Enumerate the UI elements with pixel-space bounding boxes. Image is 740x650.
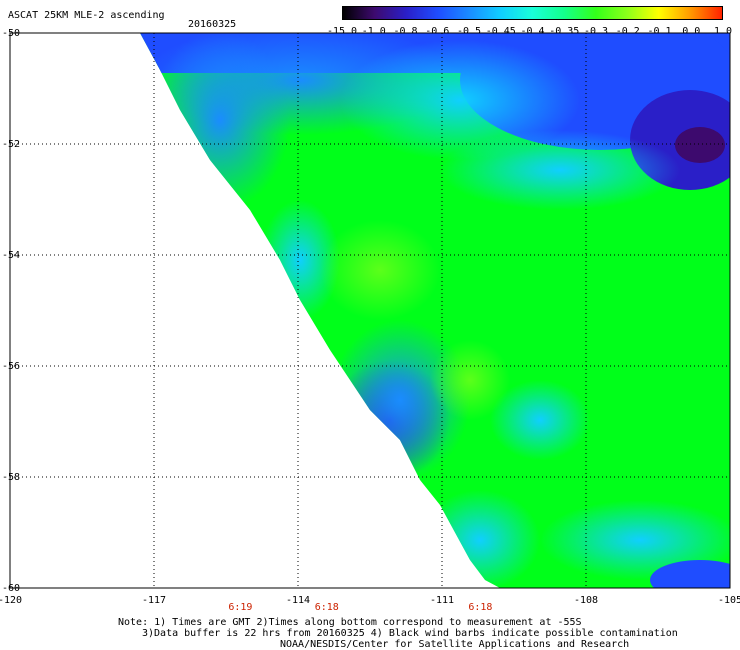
time-label: 6:18 <box>314 602 339 613</box>
colorbar-label: -0.45 <box>485 26 516 37</box>
time-label: 6:19 <box>228 602 253 613</box>
colorbar-label: -15.0 <box>326 26 358 37</box>
colorbar-label: -1.0 <box>361 26 386 37</box>
bright-green-region <box>320 220 440 320</box>
ne-darkest-region <box>675 127 725 163</box>
x-tick-label: -108 <box>573 595 599 606</box>
southeast-blue <box>650 560 730 588</box>
product-title: ASCAT 25KM MLE-2 ascending <box>8 10 165 21</box>
colorbar-label: -0.3 <box>583 26 609 37</box>
west-edge-blue <box>150 33 290 210</box>
credit-line: NOAA/NESDIS/Center for Satellite Applica… <box>280 639 630 650</box>
y-tick-label: -54 <box>2 250 21 261</box>
x-tick-label: -114 <box>285 595 311 606</box>
note-line-1: Note: 1) Times are GMT 2)Times along bot… <box>118 617 582 628</box>
product-date: 20160325 <box>188 19 237 30</box>
south-cyan <box>420 490 540 588</box>
colorbar-label: -0.6 <box>425 26 450 37</box>
southeast-cyan <box>540 500 730 580</box>
mid-cyan-region <box>440 130 680 210</box>
y-tick-label: -58 <box>2 472 21 483</box>
colorbar-label: -0.4 <box>520 26 545 37</box>
note-line-2: 3)Data buffer is 22 hrs from 20160325 4)… <box>142 628 678 639</box>
x-tick-label: -117 <box>141 595 167 606</box>
colorbar-labels: -15.0 -1.0 -0.8 -0.6 -0.5 -0.45 -0.4 -0.35 -0.3-… <box>326 26 733 38</box>
footer-notes: Note: 1) Times are GMT 2)Times along bot… <box>118 617 678 650</box>
colorbar-label: -0.35 <box>549 26 580 37</box>
colorbar <box>342 6 723 20</box>
swath-field <box>140 33 730 588</box>
map-frame <box>9 32 731 589</box>
bright-green-region-2 <box>430 340 510 420</box>
x-tick-label: -120 <box>0 595 23 606</box>
north-cyan-region-2 <box>340 40 580 160</box>
colorbar-label: -0.1 <box>647 26 672 37</box>
central-cyan <box>490 380 590 460</box>
y-tick-label: -56 <box>2 361 21 372</box>
x-tick-label: -111 <box>429 595 455 606</box>
x-tick-label: -105 <box>717 595 740 606</box>
time-label: 6:18 <box>468 602 493 613</box>
y-tick-label: -50 <box>2 28 21 39</box>
colorbar-label: 0.0 <box>682 26 701 37</box>
colorbar-label: -0.2 <box>615 26 640 37</box>
y-tick-label: -52 <box>2 139 21 150</box>
colorbar-label: -0.8 <box>393 26 418 37</box>
colorbar-label: 1.0 <box>713 26 733 37</box>
colorbar-label: -0.5 <box>456 26 482 37</box>
y-tick-label: -60 <box>2 583 21 594</box>
